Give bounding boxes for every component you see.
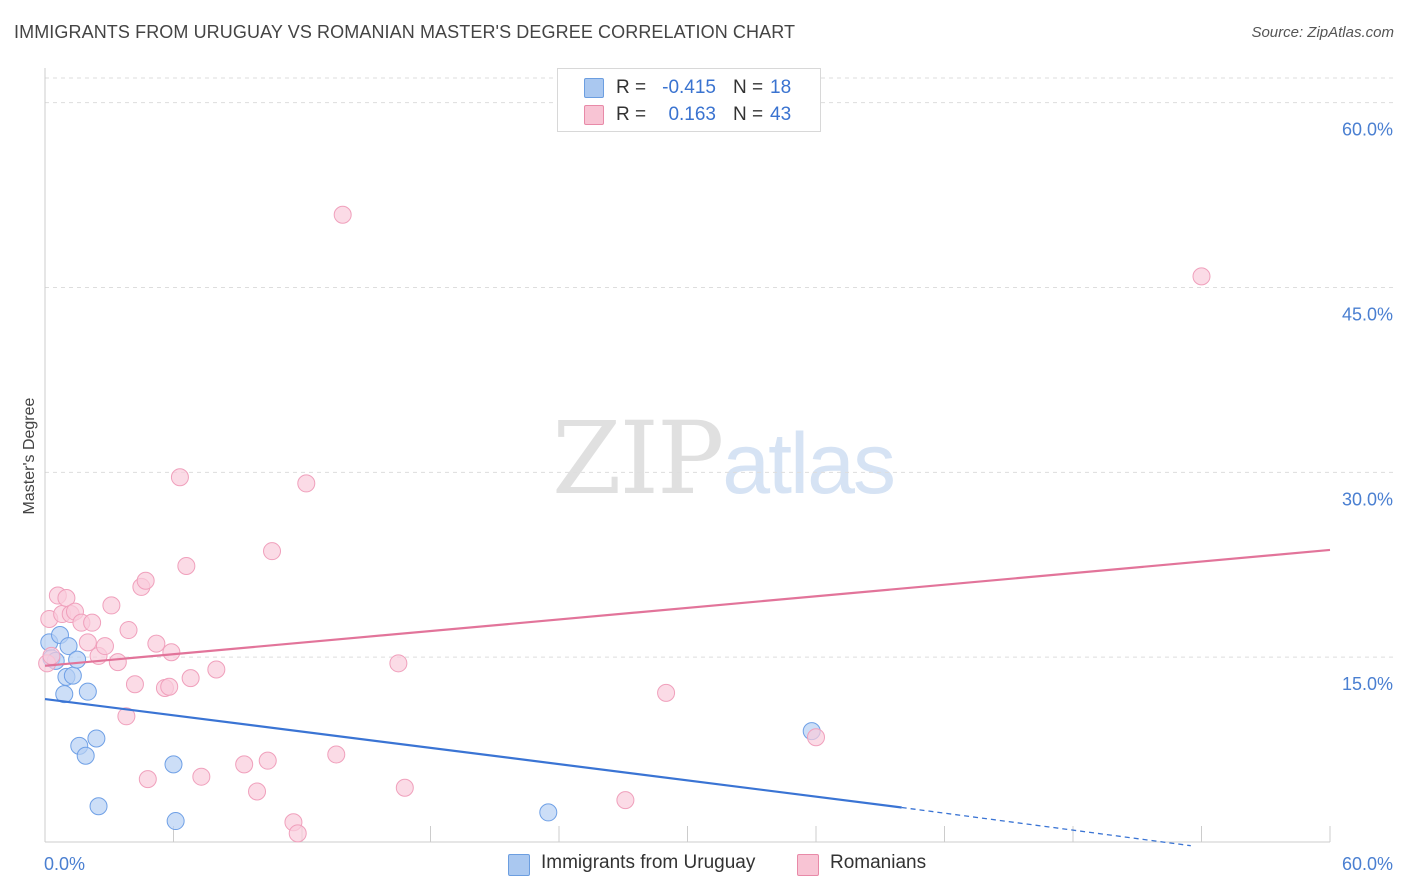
point-romanians [1192, 267, 1211, 286]
y-tick-label: 60.0% [1342, 120, 1393, 140]
point-romanians [657, 683, 676, 702]
trend-line-uruguay-extension [901, 806, 1191, 847]
point-romanians [136, 571, 155, 590]
point-uruguay [55, 685, 74, 704]
bottom-legend-swatch-romanians [797, 854, 819, 876]
x-tick-label: 60.0% [1342, 854, 1393, 874]
point-uruguay [166, 812, 185, 831]
point-uruguay [164, 755, 183, 774]
point-romanians [327, 745, 346, 764]
point-uruguay [87, 729, 106, 748]
point-uruguay [76, 746, 95, 765]
point-romanians [263, 542, 282, 561]
point-romanians [119, 621, 138, 640]
point-romanians [83, 613, 102, 632]
point-romanians [807, 728, 825, 747]
point-romanians [42, 646, 61, 665]
point-romanians [102, 596, 121, 615]
legend-n-label: N = [733, 77, 764, 98]
point-romanians [177, 556, 196, 575]
point-romanians [160, 677, 179, 696]
correlation-legend: R = -0.415 N = 18 R = 0.163 N = 43 [557, 68, 821, 132]
point-uruguay [539, 803, 558, 822]
point-uruguay [59, 637, 78, 656]
watermark-zip: ZIP [552, 400, 724, 517]
point-romanians [207, 660, 226, 679]
x-tick-label: 0.0% [44, 854, 85, 874]
point-uruguay [63, 666, 82, 685]
point-romanians [248, 782, 267, 801]
bottom-legend-label-uruguay: Immigrants from Uruguay [541, 852, 756, 873]
point-uruguay [78, 682, 97, 701]
bottom-legend-swatch-uruguay [508, 854, 530, 876]
legend-n-label: N = [733, 104, 764, 125]
legend-swatch-uruguay [584, 78, 604, 98]
trend-lines [44, 548, 1331, 847]
point-romanians [235, 755, 254, 774]
point-uruguay [68, 650, 87, 669]
point-romanians [125, 675, 144, 694]
point-romanians [181, 669, 200, 688]
legend-r-label: R = [616, 77, 647, 98]
point-romanians [395, 778, 414, 797]
point-romanians [333, 205, 352, 224]
point-romanians [147, 634, 166, 653]
legend-swatch-romanians [584, 105, 604, 125]
point-romanians [170, 468, 189, 487]
data-points [38, 205, 1211, 843]
legend-row-uruguay: R = -0.415 N = 18 [558, 74, 820, 100]
point-romanians [297, 474, 316, 493]
y-tick-label: 30.0% [1342, 489, 1393, 509]
y-tick-label: 45.0% [1342, 304, 1393, 324]
watermark-atlas: atlas [722, 416, 896, 512]
point-romanians [138, 770, 157, 789]
point-romanians [192, 767, 211, 786]
point-romanians [389, 654, 408, 673]
watermark: ZIPatlas [552, 400, 896, 517]
chart-title: IMMIGRANTS FROM URUGUAY VS ROMANIAN MAST… [14, 22, 796, 42]
legend-n-value: 18 [770, 77, 792, 98]
point-romanians [95, 637, 114, 656]
point-romanians [616, 791, 635, 810]
legend-r-value: -0.415 [662, 77, 716, 98]
trend-line-romanians [44, 548, 1331, 667]
legend-r-value: 0.163 [668, 104, 716, 125]
y-axis-label: Master's Degree [21, 397, 38, 514]
point-romanians [117, 707, 136, 726]
source-credit: Source: ZipAtlas.com [1251, 24, 1394, 41]
legend-n-value: 43 [770, 104, 792, 125]
point-romanians [288, 824, 307, 843]
point-romanians [162, 643, 181, 662]
legend-r-label: R = [616, 104, 647, 125]
point-romanians [258, 751, 277, 770]
tick-labels: 15.0% 30.0% 45.0% 60.0% 0.0% 60.0% [44, 120, 1393, 874]
legend-row-romanians: R = 0.163 N = 43 [558, 101, 820, 127]
trend-line-uruguay [44, 697, 902, 809]
y-tick-label: 15.0% [1342, 674, 1393, 694]
bottom-legend-label-romanians: Romanians [830, 852, 927, 873]
grid-lines [45, 77, 1395, 658]
axes [44, 68, 1331, 843]
point-uruguay [89, 797, 108, 816]
point-romanians [108, 653, 127, 672]
point-romanians [78, 633, 97, 652]
